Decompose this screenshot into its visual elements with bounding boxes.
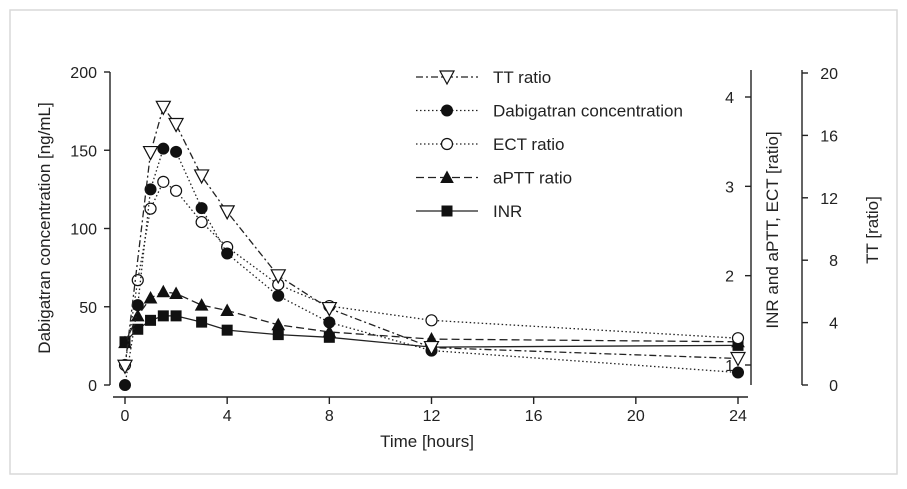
data-point xyxy=(157,310,169,322)
y-right2-tick-label: 20 xyxy=(820,66,838,83)
y-axis-left-title: Dabigatran concentration [ng/mL] xyxy=(35,102,54,353)
legend-label: INR xyxy=(493,202,522,221)
data-point xyxy=(144,202,157,215)
data-point xyxy=(130,308,145,322)
y-axis-right2-title: TT [ratio] xyxy=(863,196,882,264)
data-point xyxy=(221,324,233,336)
data-point xyxy=(194,298,209,311)
y-right2-tick-label: 8 xyxy=(829,253,838,270)
series-dabigatran-concentration xyxy=(119,142,744,391)
data-point xyxy=(271,317,286,331)
legend-label: Dabigatran concentration xyxy=(493,102,683,121)
legend: TT ratio Dabigatran concentration ECT rati… xyxy=(416,68,683,221)
data-point xyxy=(131,299,144,312)
data-point xyxy=(170,145,183,158)
data-point xyxy=(731,332,745,345)
data-point xyxy=(132,323,144,335)
legend-item-dabigatran-concentration: Dabigatran concentration xyxy=(416,102,683,121)
data-point xyxy=(272,329,284,341)
legend-item-ect-ratio: ECT ratio xyxy=(416,135,565,154)
series-layer xyxy=(116,100,747,391)
legend-item-inr: INR xyxy=(416,202,522,221)
data-point xyxy=(322,324,337,338)
x-tick-label: 20 xyxy=(627,408,645,425)
legend-marker xyxy=(438,70,456,86)
y-axis-right1-title: INR and aPTT, ECT [ratio] xyxy=(763,131,782,328)
data-point xyxy=(143,290,158,304)
x-tick-label: 24 xyxy=(729,408,747,425)
data-point xyxy=(323,316,336,329)
data-point xyxy=(168,117,185,133)
data-point xyxy=(155,100,172,116)
legend-marker xyxy=(441,205,453,217)
x-tick-label: 0 xyxy=(121,408,130,425)
legend-marker xyxy=(441,104,453,117)
y-right1-tick-label: 3 xyxy=(725,179,734,196)
series-tt-ratio xyxy=(116,100,747,375)
legend-label: TT ratio xyxy=(493,68,551,87)
y-left-tick-label: 100 xyxy=(70,222,97,239)
data-point xyxy=(729,351,747,367)
data-point xyxy=(221,247,234,260)
legend-label: ECT ratio xyxy=(493,135,565,154)
data-point xyxy=(220,303,235,317)
data-point xyxy=(423,340,440,356)
data-point xyxy=(195,215,208,229)
data-point xyxy=(131,274,144,287)
data-point xyxy=(196,316,208,328)
data-point xyxy=(425,314,438,327)
data-point xyxy=(272,289,285,302)
data-point xyxy=(732,366,744,379)
y-left-tick-label: 0 xyxy=(88,378,97,395)
legend-item-aptt-ratio: aPTT ratio xyxy=(416,169,572,188)
data-point xyxy=(195,202,208,215)
y-left-tick-label: 150 xyxy=(70,143,97,160)
y-right2-tick-label: 4 xyxy=(829,316,838,333)
y-right1-tick-label: 1 xyxy=(725,358,734,375)
data-point xyxy=(169,184,183,197)
y-right2-tick-label: 12 xyxy=(820,191,838,208)
x-tick-label: 12 xyxy=(423,408,441,425)
legend-label: aPTT ratio xyxy=(493,169,572,188)
data-point xyxy=(156,284,171,298)
data-point xyxy=(144,183,157,196)
data-point xyxy=(193,169,210,185)
y-left-tick-label: 200 xyxy=(70,65,97,82)
data-point xyxy=(157,142,170,155)
x-axis-title: Time [hours] xyxy=(380,432,474,451)
series-line-aptt-ratio xyxy=(124,291,739,343)
data-point xyxy=(119,379,131,391)
x-tick-label: 8 xyxy=(325,408,334,425)
data-point xyxy=(145,314,157,326)
data-point xyxy=(321,301,338,317)
data-point xyxy=(142,145,159,161)
series-line-tt-ratio xyxy=(124,105,739,367)
data-point xyxy=(169,286,183,300)
x-tick-label: 4 xyxy=(223,408,232,425)
data-point xyxy=(219,205,236,221)
legend-marker xyxy=(440,137,454,151)
data-point xyxy=(170,310,182,322)
y-left-tick-label: 50 xyxy=(79,300,97,317)
data-point xyxy=(270,269,287,285)
y-right1-tick-label: 2 xyxy=(725,269,734,286)
y-right1-tick-label: 4 xyxy=(725,90,734,107)
x-tick-label: 16 xyxy=(525,408,543,425)
y-right2-tick-label: 16 xyxy=(820,128,838,145)
data-point xyxy=(157,175,170,188)
legend-marker xyxy=(440,170,454,183)
legend-item-tt-ratio: TT ratio xyxy=(416,68,551,87)
data-point xyxy=(116,359,134,375)
y-right2-tick-label: 0 xyxy=(829,378,838,395)
